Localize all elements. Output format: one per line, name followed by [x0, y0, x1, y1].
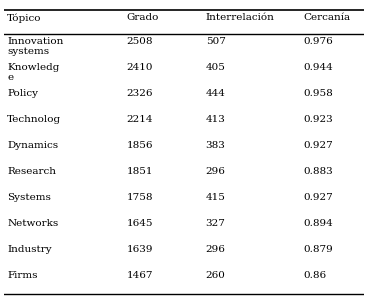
Text: Cercanía: Cercanía	[303, 13, 350, 22]
Text: 260: 260	[206, 271, 226, 281]
Text: 0.86: 0.86	[303, 271, 326, 281]
Text: Innovation
systems: Innovation systems	[7, 37, 64, 56]
Text: Interrelación: Interrelación	[206, 13, 275, 22]
Text: Knowledg
e: Knowledg e	[7, 63, 60, 82]
Text: 0.927: 0.927	[303, 141, 333, 150]
Text: Tópico: Tópico	[7, 13, 42, 23]
Text: 383: 383	[206, 141, 226, 150]
Text: Technolog: Technolog	[7, 115, 61, 124]
Text: 1851: 1851	[126, 167, 153, 176]
Text: 405: 405	[206, 63, 226, 72]
Text: 1467: 1467	[126, 271, 153, 281]
Text: 296: 296	[206, 167, 226, 176]
Text: Dynamics: Dynamics	[7, 141, 59, 150]
Text: 2410: 2410	[126, 63, 153, 72]
Text: 1856: 1856	[126, 141, 153, 150]
Text: 2214: 2214	[126, 115, 153, 124]
Text: 0.883: 0.883	[303, 167, 333, 176]
Text: 0.879: 0.879	[303, 246, 333, 254]
Text: Systems: Systems	[7, 193, 51, 202]
Text: 0.927: 0.927	[303, 193, 333, 202]
Text: 0.944: 0.944	[303, 63, 333, 72]
Text: Industry: Industry	[7, 246, 52, 254]
Text: 0.923: 0.923	[303, 115, 333, 124]
Text: 1639: 1639	[126, 246, 153, 254]
Text: 413: 413	[206, 115, 226, 124]
Text: Grado: Grado	[126, 13, 159, 22]
Text: 1758: 1758	[126, 193, 153, 202]
Text: 444: 444	[206, 89, 226, 98]
Text: 327: 327	[206, 219, 226, 228]
Text: 415: 415	[206, 193, 226, 202]
Text: 0.976: 0.976	[303, 37, 333, 46]
Text: Research: Research	[7, 167, 56, 176]
Text: Firms: Firms	[7, 271, 38, 281]
Text: 507: 507	[206, 37, 226, 46]
Text: 2326: 2326	[126, 89, 153, 98]
Text: Networks: Networks	[7, 219, 59, 228]
Text: Policy: Policy	[7, 89, 38, 98]
Text: 0.894: 0.894	[303, 219, 333, 228]
Text: 1645: 1645	[126, 219, 153, 228]
Text: 2508: 2508	[126, 37, 153, 46]
Text: 0.958: 0.958	[303, 89, 333, 98]
Text: 296: 296	[206, 246, 226, 254]
